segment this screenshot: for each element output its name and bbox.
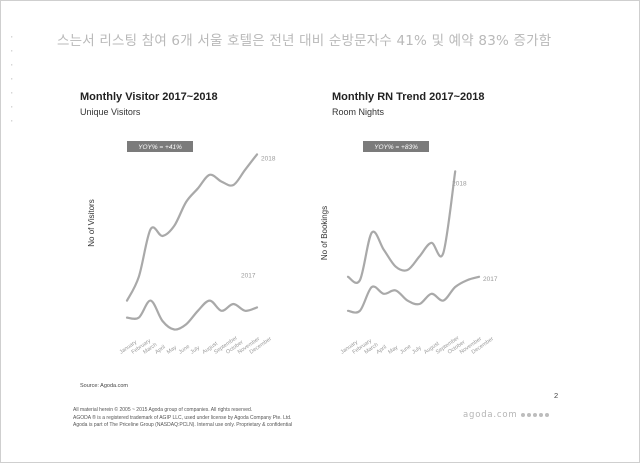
chart-title-visitors: Monthly Visitor 2017~2018 xyxy=(80,91,218,103)
chart-subtitle-visitors: Unique Visitors xyxy=(80,107,141,117)
series-label-2017: 2017 xyxy=(483,276,498,283)
yoy-badge-bg xyxy=(363,141,429,152)
x-tick-label: April xyxy=(154,344,166,355)
yoy-badge: YOY% = +41% xyxy=(127,141,193,152)
x-tick-label: June xyxy=(178,344,191,356)
scan-edge-marks: · · · · · · · xyxy=(9,33,15,127)
yoy-badge: YOY% = +83% xyxy=(363,141,429,152)
y-axis-label: No of Bookings xyxy=(320,206,329,260)
series-label-2018: 2018 xyxy=(452,180,467,187)
x-tick-label: July xyxy=(190,345,202,356)
series-line-2018 xyxy=(346,170,457,284)
legal-line: Agoda is part of The Priceline Group (NA… xyxy=(73,422,293,428)
x-tick-label: May xyxy=(387,345,399,356)
series-line-2017 xyxy=(346,275,481,314)
series-line-2017 xyxy=(125,299,259,331)
x-tick-label: June xyxy=(399,344,412,356)
x-tick-label: April xyxy=(375,344,387,355)
x-tick-label: July xyxy=(411,345,423,356)
series-line-2018 xyxy=(125,153,259,302)
yoy-badge-text: YOY% = +83% xyxy=(374,144,418,151)
legal-footer: All material herein © 2005 ~ 2015 Agoda … xyxy=(73,407,373,430)
chart-title-room-nights: Monthly RN Trend 2017~2018 xyxy=(332,91,485,103)
legal-line: All material herein © 2005 ~ 2015 Agoda … xyxy=(73,407,253,413)
series-label-2018: 2018 xyxy=(261,155,276,162)
slide-headline: 스는서 리스팅 참여 6개 서울 호텔은 전년 대비 순방문자수 41% 및 예… xyxy=(57,33,552,49)
series-label-2017: 2017 xyxy=(241,272,256,279)
legal-line: AGODA ® is a registered trademark of AGI… xyxy=(73,414,292,421)
brand-name: agoda.com xyxy=(463,410,518,420)
source-note: Source: Agoda.com xyxy=(80,383,129,389)
yoy-badge-text: YOY% = +41% xyxy=(138,144,182,151)
brand-dots-icon xyxy=(521,413,550,417)
yoy-badge-bg xyxy=(127,141,193,152)
page-number: 2 xyxy=(554,391,559,400)
x-tick-label: May xyxy=(166,345,178,356)
brand-logo: agoda.com xyxy=(463,410,550,420)
y-axis-label: No of Visitors xyxy=(87,199,96,246)
chart-subtitle-room-nights: Room Nights xyxy=(332,107,385,117)
